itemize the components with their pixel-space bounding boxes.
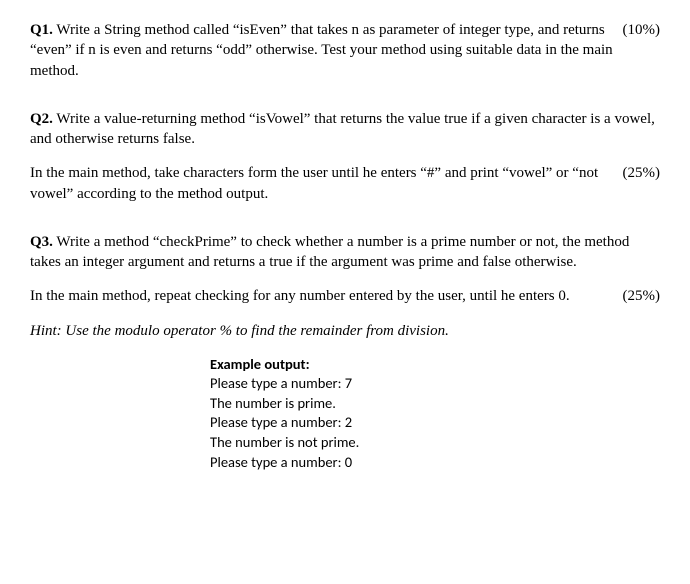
example-output-block: Example output: Please type a number: 7 …: [210, 355, 660, 472]
q3-hint: Hint: Use the modulo operator % to find …: [30, 321, 660, 341]
question-3: Q3. Write a method “checkPrime” to check…: [30, 232, 660, 472]
q1-label: Q1.: [30, 22, 53, 38]
q2-body-a: Q2. Write a value-returning method “isVo…: [30, 109, 660, 150]
example-line: The number is not prime.: [210, 433, 660, 453]
q2-text-b: In the main method, take characters form…: [30, 165, 598, 201]
question-1: (10%) Q1. Write a String method called “…: [30, 20, 660, 81]
q2-text-a: Write a value-returning method “isVowel”…: [30, 111, 655, 147]
q3-percent: (25%): [623, 286, 661, 306]
q3-label: Q3.: [30, 234, 53, 250]
q3-text-b: In the main method, repeat checking for …: [30, 288, 570, 304]
q2-percent: (25%): [623, 163, 661, 183]
example-line: Please type a number: 2: [210, 413, 660, 433]
example-line: The number is prime.: [210, 394, 660, 414]
example-title: Example output:: [210, 355, 660, 375]
q2-body-b: (25%) In the main method, take character…: [30, 163, 660, 204]
q3-body-b: (25%) In the main method, repeat checkin…: [30, 286, 660, 306]
example-line: Please type a number: 7: [210, 374, 660, 394]
q3-text-a: Write a method “checkPrime” to check whe…: [30, 234, 629, 270]
q1-text: Write a String method called “isEven” th…: [30, 22, 613, 79]
q1-body: (10%) Q1. Write a String method called “…: [30, 20, 660, 81]
q3-body-a: Q3. Write a method “checkPrime” to check…: [30, 232, 660, 273]
example-line: Please type a number: 0: [210, 453, 660, 473]
question-2: Q2. Write a value-returning method “isVo…: [30, 109, 660, 204]
q2-label: Q2.: [30, 111, 53, 127]
q1-percent: (10%): [623, 20, 661, 40]
